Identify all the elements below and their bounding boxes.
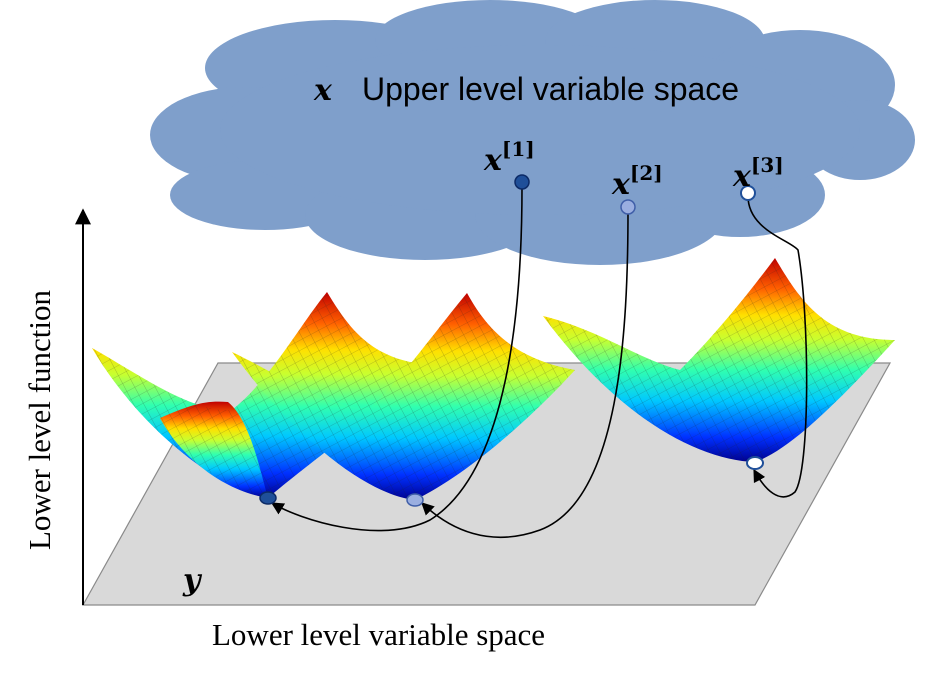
point-x2 [620, 199, 636, 215]
label-x3-base: x [732, 159, 752, 194]
mapping-curves [270, 186, 808, 538]
point-x1 [514, 174, 530, 190]
label-x1-base: x [483, 143, 503, 178]
minimum-1 [259, 491, 277, 505]
x-axis-label: Lower level variable space [212, 617, 545, 652]
point-x3 [740, 185, 756, 201]
surface-2 [232, 293, 575, 500]
minimum-2 [406, 493, 424, 507]
minimum-3 [746, 456, 764, 470]
mapping-curve-1 [270, 186, 523, 532]
upper-level-cloud: x Upper level variable space [150, 0, 915, 265]
surface-1 [92, 292, 430, 498]
y-axis-label: Lower level function [22, 290, 57, 550]
mapping-curve-3 [747, 195, 808, 498]
mapping-curve-2 [421, 209, 629, 538]
label-x3-sup: [3] [751, 153, 784, 177]
label-x2: x[2] [611, 161, 663, 202]
label-x1: x[1] [483, 137, 535, 178]
lower-level-minima [259, 456, 764, 507]
plane-symbol: y [182, 563, 203, 598]
label-x3: x[3] [732, 153, 784, 194]
point-labels: x[1] x[2] x[3] [483, 137, 784, 202]
upper-level-points [514, 174, 756, 215]
cloud-title: Upper level variable space [362, 71, 739, 107]
label-x2-sup: [2] [630, 161, 663, 185]
label-x2-base: x [611, 167, 631, 202]
cloud-symbol: x [313, 73, 333, 108]
label-x1-sup: [1] [502, 137, 535, 161]
